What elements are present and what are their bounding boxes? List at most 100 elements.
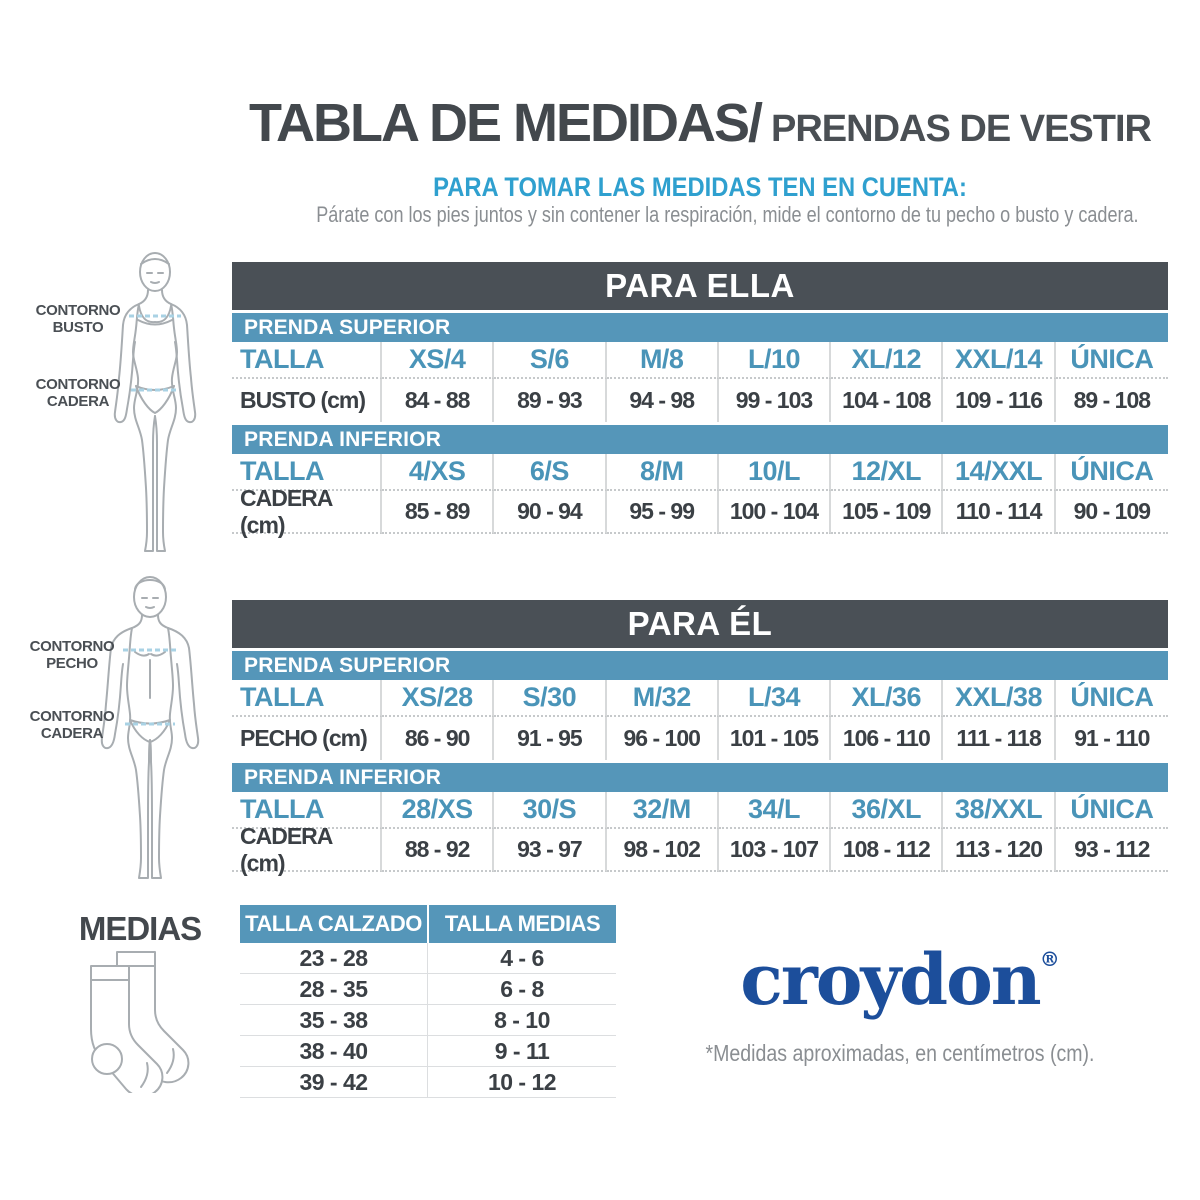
medias-value: 8 - 10: [494, 1006, 550, 1033]
size-cell: S/6: [494, 342, 607, 379]
socks-icon: [90, 951, 190, 1093]
title-sub: PRENDAS DE VESTIR: [771, 108, 1152, 150]
talla-header-cell: TALLA: [232, 454, 382, 491]
male-chest-label: CONTORNO PECHO: [29, 638, 115, 673]
value-cell: 91 - 95: [494, 717, 607, 760]
table-row: 28 - 35 6 - 8: [240, 974, 616, 1005]
measure-label-cell: CADERA (cm): [232, 485, 382, 538]
size-cell: 32/M: [606, 792, 719, 829]
size-cell: XL/12: [831, 342, 944, 379]
medias-value: 9 - 11: [494, 1037, 550, 1064]
size-cell: XXL/38: [943, 680, 1056, 717]
value-cell: 88 - 92: [382, 829, 495, 872]
female-hip-label: CONTORNO CADERA: [35, 376, 121, 411]
medias-value: 6 - 8: [500, 975, 544, 1002]
section-header-superior: PRENDA SUPERIOR: [232, 651, 1168, 680]
talla-header-cell: TALLA: [232, 792, 382, 829]
value-cell: 86 - 90: [382, 717, 495, 760]
table-para-ella: PARA ELLA PRENDA SUPERIOR TALLA XS/4 S/6…: [232, 262, 1168, 538]
value-cell: 96 - 100: [607, 717, 719, 760]
size-cell: L/10: [718, 342, 832, 379]
size-cell: 28/XS: [382, 792, 495, 829]
brand-name: croydon: [740, 938, 1041, 1021]
value-cell: 95 - 99: [606, 491, 719, 534]
size-cell: 12/XL: [831, 454, 944, 491]
brand-logo: croydon®: [640, 938, 1160, 1021]
value-cell: 85 - 89: [382, 491, 495, 534]
measure-label-cell: PECHO (cm): [232, 717, 382, 760]
size-cell: ÚNICA: [1055, 342, 1168, 379]
talla-header-cell: TALLA: [232, 680, 382, 717]
male-hip-label: CONTORNO CADERA: [29, 708, 115, 743]
calzado-value: 39 - 42: [240, 1067, 428, 1097]
calzado-value: 28 - 35: [240, 974, 428, 1004]
size-grid: TALLA XS/28 S/30 M/32 L/34 XL/36 XXL/38 …: [232, 680, 1168, 760]
section-header-inferior: PRENDA INFERIOR: [232, 763, 1168, 792]
value-cell: 93 - 112: [1055, 829, 1168, 872]
size-cell: 6/S: [494, 454, 607, 491]
medias-header-medias: TALLA MEDIAS: [429, 905, 616, 943]
medias-title: MEDIAS: [78, 910, 202, 947]
section-header-superior: PRENDA SUPERIOR: [232, 313, 1168, 342]
value-cell: 94 - 98: [607, 379, 719, 422]
size-cell: 38/XXL: [943, 792, 1056, 829]
size-cell: 14/XXL: [943, 454, 1056, 491]
size-cell: XS/4: [382, 342, 495, 379]
value-cell: 90 - 94: [494, 491, 607, 534]
medias-table: TALLA CALZADO TALLA MEDIAS 23 - 28 4 - 6…: [240, 905, 616, 1098]
value-cell: 104 - 108: [831, 379, 944, 422]
instructions-text: Párate con los pies juntos y sin contene…: [316, 202, 1139, 227]
value-cell: 89 - 93: [494, 379, 607, 422]
size-cell: 34/L: [718, 792, 832, 829]
calzado-value: 38 - 40: [240, 1036, 428, 1066]
value-cell: 91 - 110: [1074, 725, 1150, 751]
calzado-value: 35 - 38: [240, 1005, 428, 1035]
size-cell: ÚNICA: [1055, 454, 1168, 491]
size-grid: TALLA 4/XS 6/S 8/M 10/L 12/XL 14/XXL ÚNI…: [232, 454, 1168, 538]
table-para-el: PARA ÉL PRENDA SUPERIOR TALLA XS/28 S/30…: [232, 600, 1168, 876]
table-title: PARA ELLA: [232, 262, 1168, 310]
value-cell: 100 - 104: [718, 491, 832, 534]
medias-header: TALLA CALZADO TALLA MEDIAS: [240, 905, 616, 943]
talla-header-cell: TALLA: [232, 342, 382, 379]
size-cell: S/30: [494, 680, 607, 717]
size-grid: TALLA XS/4 S/6 M/8 L/10 XL/12 XXL/14 ÚNI…: [232, 342, 1168, 422]
value-cell: 105 - 109: [831, 491, 944, 534]
table-row: 38 - 40 9 - 11: [240, 1036, 616, 1067]
female-figure: [113, 252, 197, 552]
registered-mark: ®: [1039, 947, 1060, 971]
value-cell: 103 - 107: [718, 829, 832, 872]
size-cell: 8/M: [606, 454, 719, 491]
medias-header-calzado: TALLA CALZADO: [240, 905, 427, 943]
size-cell: M/8: [606, 342, 719, 379]
female-bust-label: CONTORNO BUSTO: [35, 302, 121, 337]
measure-label-cell: BUSTO (cm): [232, 379, 382, 422]
size-cell: 4/XS: [382, 454, 495, 491]
size-cell: 10/L: [718, 454, 832, 491]
value-cell: 109 - 116: [943, 379, 1056, 422]
value-cell: 84 - 88: [382, 379, 495, 422]
table-title: PARA ÉL: [232, 600, 1168, 648]
size-cell: ÚNICA: [1055, 680, 1168, 717]
table-row: 39 - 42 10 - 12: [240, 1067, 616, 1098]
table-row: 35 - 38 8 - 10: [240, 1005, 616, 1036]
size-cell: 36/XL: [831, 792, 944, 829]
value-cell: 93 - 97: [494, 829, 607, 872]
value-cell: 99 - 103: [719, 379, 832, 422]
calzado-value: 23 - 28: [240, 943, 428, 973]
size-cell: M/32: [606, 680, 719, 717]
section-header-inferior: PRENDA INFERIOR: [232, 425, 1168, 454]
value-cell: 111 - 118: [943, 717, 1056, 760]
value-cell: 113 - 120: [943, 829, 1056, 872]
value-cell: 108 - 112: [831, 829, 944, 872]
instructions-heading: PARA TOMAR LAS MEDIDAS TEN EN CUENTA:: [433, 172, 967, 202]
measure-label-cell: CADERA (cm): [232, 823, 382, 876]
value-cell: 98 - 102: [606, 829, 719, 872]
size-cell: XL/36: [831, 680, 944, 717]
value-cell: 110 - 114: [943, 491, 1056, 534]
footnote: *Medidas aproximadas, en centímetros (cm…: [705, 1040, 1095, 1066]
value-cell: 106 - 110: [831, 717, 944, 760]
title-main: TABLA DE MEDIDAS/: [249, 93, 763, 153]
size-cell: ÚNICA: [1055, 792, 1168, 829]
